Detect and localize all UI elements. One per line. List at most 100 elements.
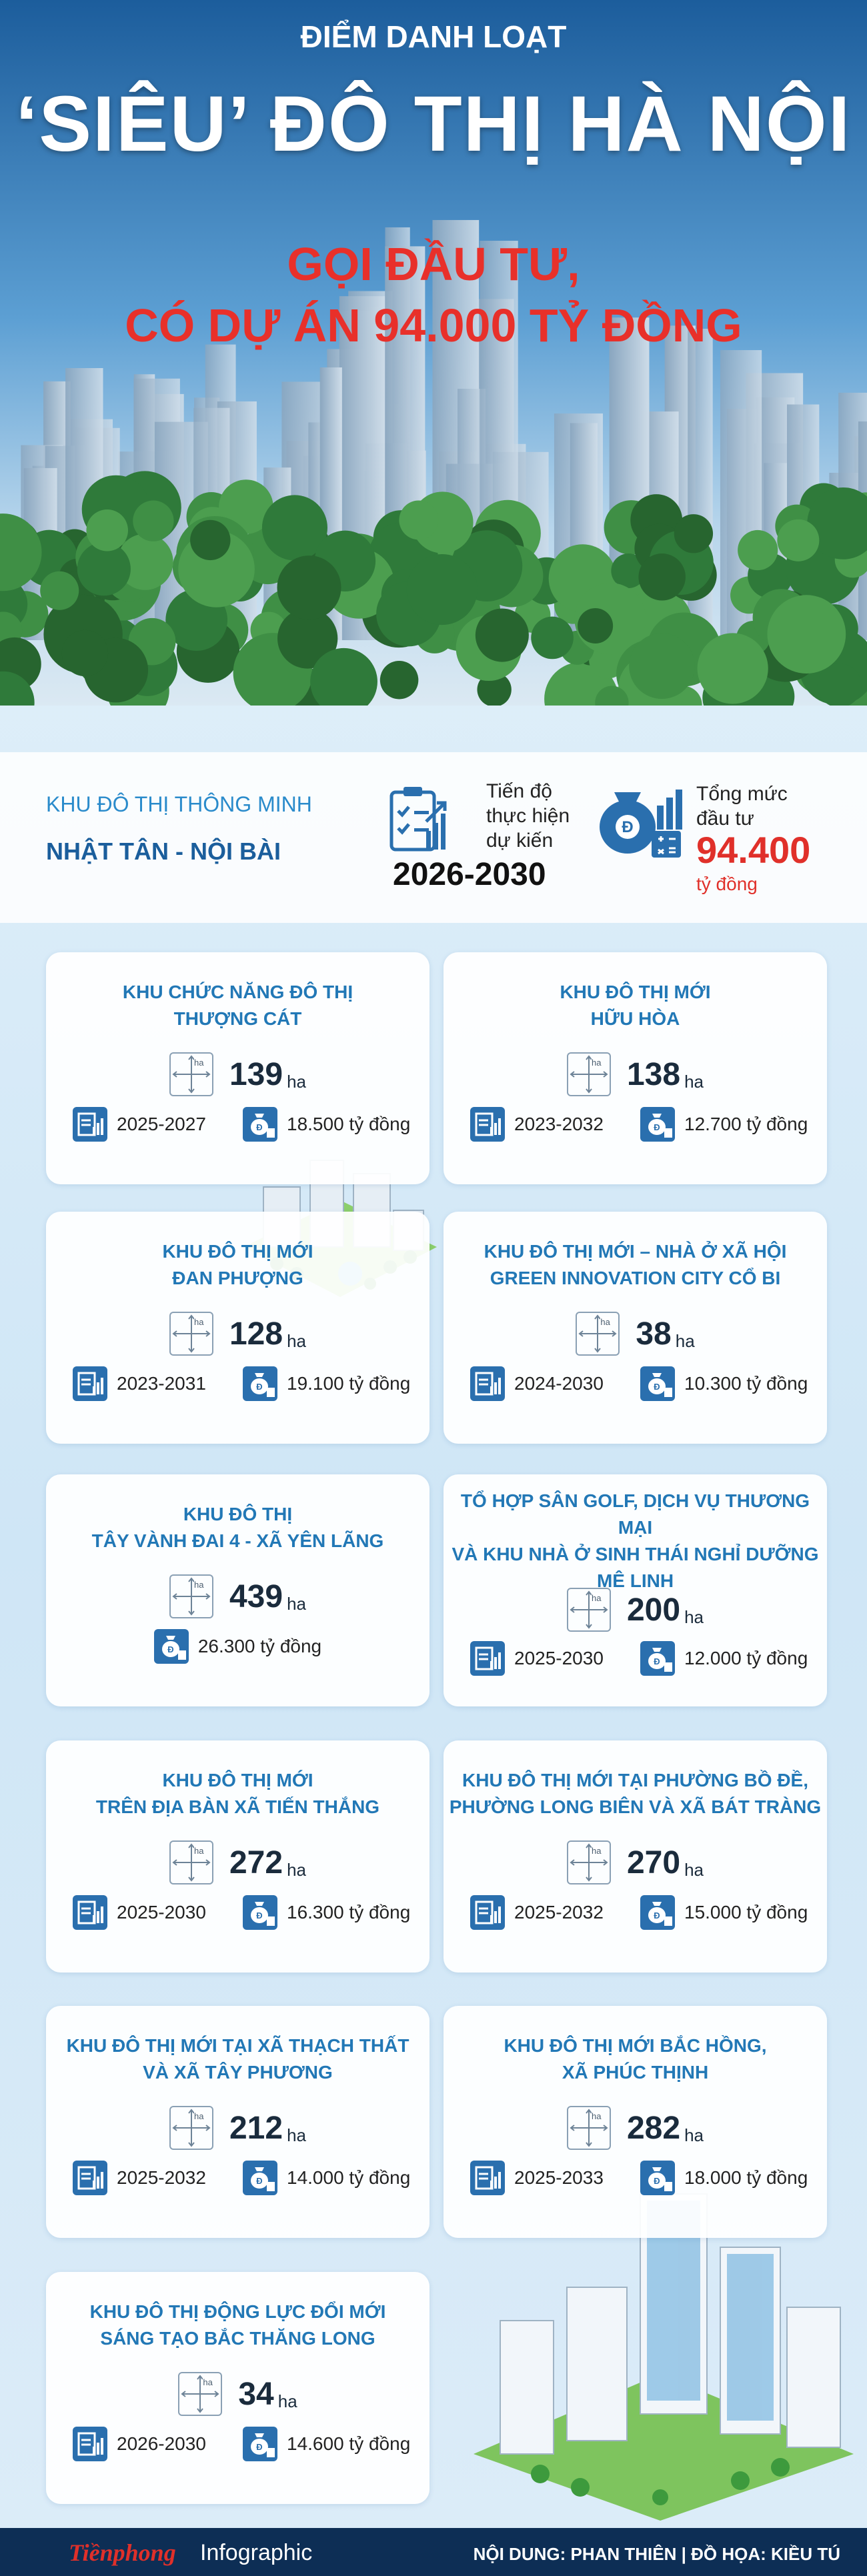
- tree: [807, 487, 867, 559]
- tree: [77, 542, 131, 596]
- area: 272: [229, 1844, 283, 1880]
- project-name-line: KHU ĐÔ THỊ MỚI: [560, 982, 711, 1002]
- featured-label: KHU ĐÔ THỊ THÔNG MINH: [46, 792, 312, 816]
- area-unit: ha: [287, 1594, 306, 1614]
- investment: Đ 18.000 tỷ đồng: [640, 2161, 808, 2195]
- period: 2023-2031: [73, 1366, 206, 1401]
- schedule-label-line: dự kiến: [486, 830, 554, 852]
- project-name-line: GREEN INNOVATION CITY CỔ BI: [490, 1268, 781, 1288]
- tree: [595, 686, 629, 706]
- investment-icon: Đ: [600, 790, 682, 858]
- period-value: 2025-2027: [117, 1114, 206, 1134]
- area-row: ha 128 ha: [46, 1312, 429, 1356]
- period: 2025-2032: [73, 2161, 206, 2195]
- area-unit: ha: [684, 2125, 704, 2145]
- tree: [117, 533, 173, 590]
- period-value: 2023-2032: [514, 1114, 604, 1134]
- investment-icon: Đ: [243, 1107, 277, 1142]
- investment-value: 19.100 tỷ đồng: [287, 1373, 411, 1394]
- tree: [738, 529, 778, 571]
- area-row: ha 200 ha: [444, 1588, 827, 1632]
- area-icon-unit: ha: [193, 1317, 204, 1327]
- area-icon-graphic: [578, 1314, 617, 1353]
- investment-icon: Đ: [640, 1895, 675, 1930]
- investment-value: 18.500 tỷ đồng: [287, 1114, 411, 1134]
- area-icon-unit: ha: [591, 1058, 602, 1068]
- area-row: ha 212 ha: [46, 2106, 429, 2150]
- featured-project: KHU ĐÔ THỊ THÔNG MINH NHẬT TÂN - NỘI BÀI…: [0, 752, 867, 923]
- area-row: ha 38 ha: [444, 1312, 827, 1356]
- investment-value: 10.300 tỷ đồng: [684, 1373, 808, 1394]
- tree: [629, 633, 695, 700]
- project-name-line: KHU ĐÔ THỊ MỚI – NHÀ Ở XÃ HỘI: [484, 1241, 787, 1262]
- investment-icon: Đ: [640, 2161, 675, 2195]
- investment-value: 16.300 tỷ đồng: [287, 1902, 411, 1922]
- period-icon: [470, 1366, 505, 1401]
- project-card: KHU ĐÔ THỊ MỚI HỮU HÒA ha 138 ha 2023-2032 Đ 12…: [444, 952, 827, 1184]
- project-name-line: KHU ĐÔ THỊ: [183, 1504, 293, 1524]
- project-name-line: MÊ LINH: [596, 1570, 674, 1591]
- project-name-line: TRÊN ĐỊA BÀN XÃ TIẾN THẮNG: [95, 1796, 380, 1817]
- header: ĐIỂM DANH LOẠT ‘SIÊU’ ĐÔ THỊ HÀ NỘI GỌI …: [0, 0, 867, 706]
- area-icon-graphic: [570, 1055, 608, 1094]
- area-unit: ha: [684, 1860, 704, 1880]
- tree: [86, 509, 128, 551]
- area-icon: ha: [169, 1312, 213, 1356]
- project-name-line: THƯỢNG CÁT: [173, 1008, 302, 1029]
- project-name-line: PHƯỜNG LONG BIÊN VÀ XÃ BÁT TRÀNG: [449, 1796, 822, 1817]
- investment-label: Tổng mức đầu tư: [696, 782, 788, 831]
- investment-icon: Đ: [243, 2427, 277, 2461]
- svg-text:Đ: Đ: [622, 818, 633, 836]
- area-icon-unit: ha: [591, 1593, 602, 1603]
- project-name-line: VÀ KHU NHÀ Ở SINH THÁI NGHỈ DƯỠNG: [452, 1544, 819, 1564]
- svg-text:Đ: Đ: [256, 2176, 262, 2186]
- project-card: KHU ĐÔ THỊ MỚI BẮC HỒNG, XÃ PHÚC THỊNH ha 2…: [444, 2006, 827, 2238]
- investment: Đ 14.600 tỷ đồng: [243, 2427, 410, 2461]
- tree: [277, 608, 338, 669]
- tree: [261, 495, 327, 561]
- period-value: 2025-2033: [514, 2167, 604, 2188]
- project-name: KHU ĐÔ THỊ MỚI ĐAN PHƯỢNG: [46, 1238, 429, 1292]
- area-row: ha 34 ha: [46, 2372, 429, 2416]
- area-icon: ha: [169, 1840, 213, 1884]
- area: 212: [229, 2110, 283, 2146]
- kicker: ĐIỂM DANH LOẠT: [300, 19, 567, 54]
- investment-value: 12.000 tỷ đồng: [684, 1648, 808, 1668]
- project-card: TỔ HỢP SÂN GOLF, DỊCH VỤ THƯƠNG MẠI VÀ KH…: [444, 1474, 827, 1706]
- title: ‘SIÊU’ ĐÔ THỊ HÀ NỘI: [15, 80, 852, 168]
- area-icon: ha: [566, 1840, 611, 1884]
- svg-text:Đ: Đ: [654, 2176, 660, 2186]
- project-card: KHU ĐÔ THỊ MỚI ĐAN PHƯỢNG ha 128 ha 2023-2031…: [46, 1212, 429, 1444]
- period-value: 2023-2031: [117, 1373, 206, 1394]
- area-icon-graphic: [570, 1590, 608, 1629]
- area-row: ha 138 ha: [444, 1052, 827, 1096]
- area: 270: [626, 1844, 681, 1880]
- investment-icon: Đ: [243, 1895, 277, 1930]
- period-icon: [470, 1107, 505, 1142]
- investment-value: 18.000 tỷ đồng: [684, 2167, 808, 2188]
- tree: [674, 514, 714, 553]
- tree: [767, 595, 846, 674]
- period-icon: [73, 2161, 107, 2195]
- investment: 94.400: [696, 829, 811, 871]
- period: 2025-2030: [73, 1895, 206, 1930]
- area: 128: [229, 1316, 283, 1352]
- area-icon: ha: [576, 1312, 620, 1356]
- area-icon-unit: ha: [193, 1058, 204, 1068]
- tree: [399, 500, 439, 540]
- tree: [133, 500, 174, 541]
- area-icon: ha: [566, 1588, 611, 1632]
- svg-text:Đ: Đ: [654, 1910, 660, 1920]
- area-icon: ha: [566, 2106, 611, 2150]
- area-icon-unit: ha: [591, 1846, 602, 1856]
- area-icon: ha: [169, 2106, 213, 2150]
- project-name-line: KHU ĐÔ THỊ MỚI TẠI XÃ THẠCH THẤT: [66, 2035, 409, 2056]
- area-row: ha 270 ha: [444, 1840, 827, 1884]
- project-card: KHU ĐÔ THỊ TÂY VÀNH ĐAI 4 - XÃ YÊN LÃNG ha…: [46, 1474, 429, 1706]
- area-icon: ha: [169, 1574, 213, 1618]
- project-name: KHU ĐÔ THỊ MỚI TẠI XÃ THẠCH THẤT VÀ XÃ TÂ…: [46, 2033, 429, 2086]
- area: 138: [626, 1056, 681, 1092]
- schedule-label-line: thực hiện: [486, 805, 570, 827]
- investment-icon: Đ: [243, 1366, 277, 1401]
